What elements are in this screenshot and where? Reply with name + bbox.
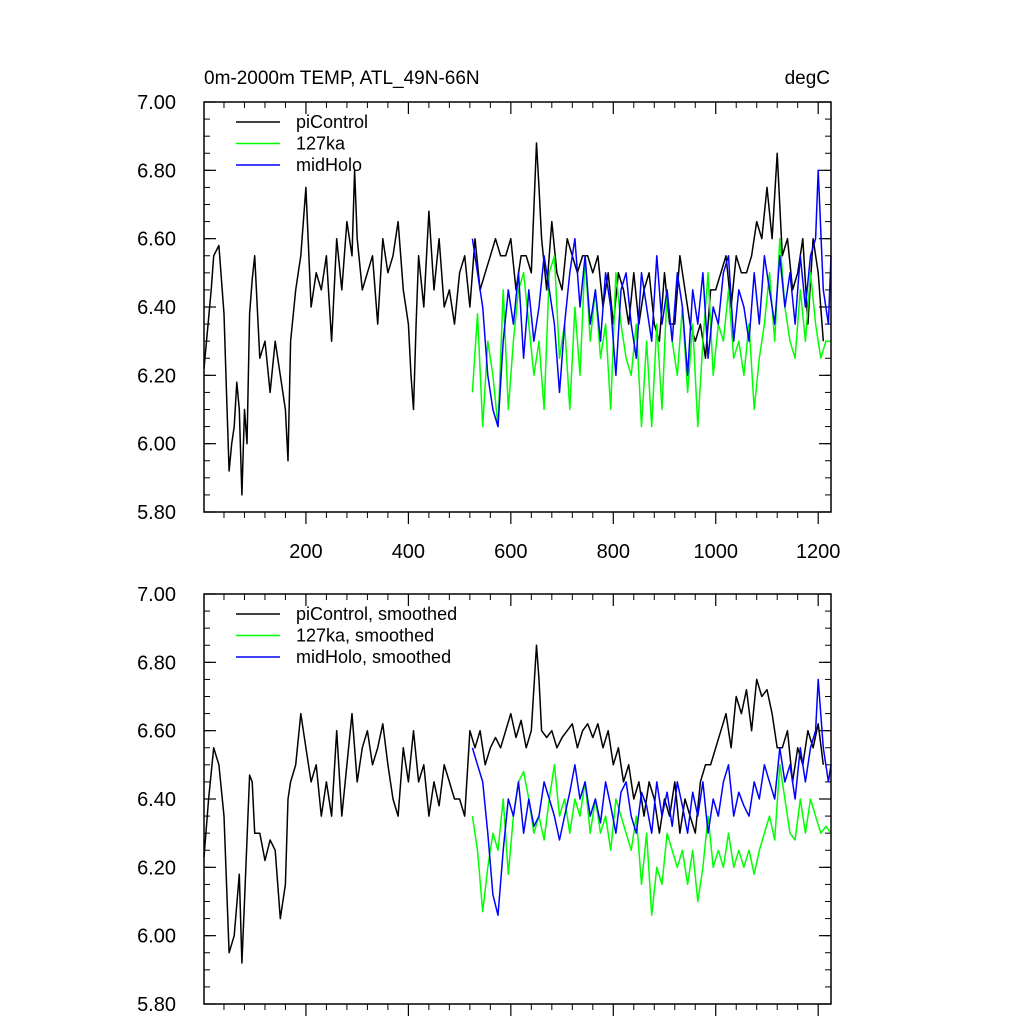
y-tick-label: 6.00 (137, 434, 176, 456)
top-chart-frame (203, 101, 832, 513)
legend-label: piControl (296, 112, 368, 132)
top-chart-title: 0m-2000m TEMP, ATL_49N-66N (204, 68, 480, 89)
top-chart-series-line (471, 169, 832, 428)
y-tick-label: 7.00 (137, 92, 176, 114)
legend-label: midHolo, smoothed (296, 647, 451, 667)
bottom-chart-series-line (471, 678, 832, 916)
y-tick-label: 5.80 (137, 502, 176, 524)
y-tick-label: 6.20 (137, 365, 176, 387)
y-tick-label: 6.40 (137, 297, 176, 319)
bottom-chart-lines (203, 644, 832, 964)
x-tick-label: 600 (494, 541, 527, 563)
y-tick-label: 6.00 (137, 926, 176, 948)
legend-label: 127ka, smoothed (296, 626, 434, 646)
y-tick-label: 7.00 (137, 584, 176, 606)
bottom-chart-series-line (471, 764, 832, 916)
y-tick-label: 6.40 (137, 789, 176, 811)
legend-label: 127ka (296, 134, 346, 154)
bottom-chart-frame (203, 593, 832, 1005)
x-tick-label: 400 (392, 541, 425, 563)
legend-label: midHolo (296, 155, 362, 175)
bottom-chart-ticks: 5.80 6.00 6.20 6.40 6.60 6.80 7.00 (137, 584, 831, 1016)
x-tick-label: 1000 (693, 541, 738, 563)
bottom-chart-series-line (203, 644, 825, 964)
y-tick-label: 6.80 (137, 652, 176, 674)
x-tick-label: 1200 (796, 541, 841, 563)
y-tick-label: 6.60 (137, 721, 176, 743)
y-tick-label: 5.80 (137, 994, 176, 1016)
top-chart-lines (203, 142, 832, 496)
x-tick-label: 800 (597, 541, 630, 563)
top-chart-units: degC (785, 68, 830, 89)
top-chart-series-line (471, 237, 831, 428)
top-chart-series-line (203, 142, 825, 496)
y-tick-label: 6.20 (137, 857, 176, 879)
y-tick-label: 6.60 (137, 229, 176, 251)
y-tick-label: 6.80 (137, 160, 176, 182)
legend-label: piControl, smoothed (296, 604, 457, 624)
top-chart-panel: 0m-2000m TEMP, ATL_49N-66N degC 5.80 6.00… (137, 68, 840, 563)
bottom-chart-panel: 5.80 6.00 6.20 6.40 6.60 6.80 7.00 piControl, … (137, 584, 832, 1016)
x-tick-label: 200 (289, 541, 322, 563)
